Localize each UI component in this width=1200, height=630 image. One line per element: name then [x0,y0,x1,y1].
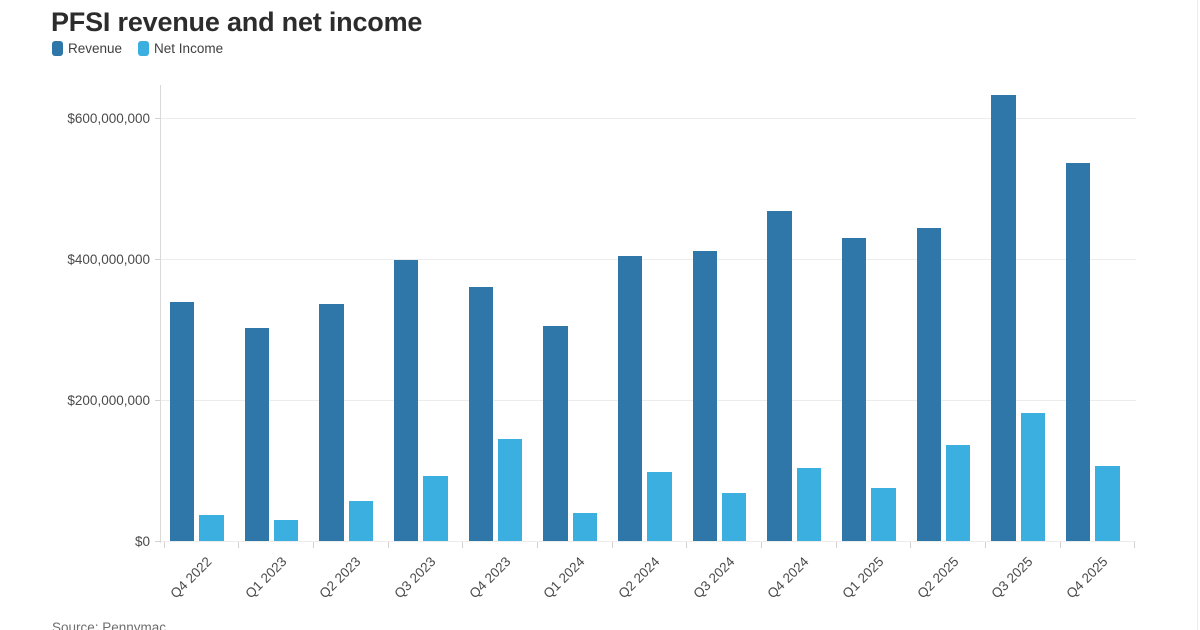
net-income-bar [497,439,523,542]
y-axis-tick [154,400,160,402]
x-axis-label: Q3 2024 [690,554,738,602]
legend: Revenue Net Income [52,41,223,56]
revenue-bar [468,286,493,542]
x-axis-label: Q1 2023 [242,554,290,602]
card-right-border [1197,0,1198,630]
x-axis-tick [238,542,240,548]
x-axis-label: Q2 2025 [914,554,962,602]
net-income-bar [647,472,672,542]
net-income-bar [348,500,373,542]
y-axis-label: $400,000,000 [67,251,150,267]
revenue-bar [842,237,867,542]
x-axis-label: Q3 2025 [988,554,1036,602]
x-axis-tick [611,542,613,548]
source-note: Source: Pennymac [52,620,167,630]
y-axis-label: $600,000,000 [67,110,150,126]
net-income-bar [1095,466,1120,542]
revenue-bar [543,326,568,542]
x-axis-tick [1059,542,1061,548]
net-income-bar [572,513,597,542]
y-axis-label: $0 [134,533,150,549]
net-income-swatch-icon [138,41,150,56]
y-gridline [160,400,1136,402]
net-income-bar [423,476,448,542]
legend-item-revenue: Revenue [52,41,122,56]
revenue-bar [916,228,941,542]
revenue-bar [767,210,792,542]
x-axis-tick [163,542,165,548]
revenue-bar [394,259,419,542]
x-axis-tick [462,542,464,548]
x-axis-label: Q4 2023 [466,554,514,602]
x-axis-tick [835,542,837,548]
y-gridline [160,118,1136,120]
net-income-bar [273,520,299,542]
revenue-bar [692,251,717,542]
y-gridline [160,259,1136,261]
x-axis-label: Q4 2022 [167,554,215,602]
x-axis-tick [686,542,688,548]
legend-item-net-income: Net Income [138,41,223,56]
legend-label-net-income: Net Income [154,41,224,56]
y-axis-tick [154,541,160,542]
x-axis-label: Q1 2025 [839,554,887,602]
revenue-swatch-icon [52,41,63,56]
x-axis-label: Q1 2024 [540,554,588,602]
x-axis-tick [1134,542,1136,548]
legend-label-revenue: Revenue [68,41,123,56]
x-axis-label: Q4 2024 [764,554,812,602]
net-income-bar [871,487,896,542]
x-axis-tick [761,542,763,548]
x-axis-tick [910,542,912,548]
revenue-bar [244,328,269,542]
y-axis-tick [154,118,160,120]
x-axis-tick [985,542,987,548]
x-axis-tick [313,542,315,548]
y-axis-line [160,85,161,543]
x-axis-label: Q2 2023 [316,554,364,602]
revenue-bar [1066,162,1091,542]
revenue-bar [991,95,1016,542]
net-income-bar [796,467,821,542]
revenue-bar [319,304,344,542]
net-income-bar [721,492,747,542]
net-income-bar [946,445,971,542]
revenue-bar [170,302,195,542]
net-income-bar [199,514,224,542]
x-axis-tick [387,542,389,548]
y-gridline [160,541,1136,542]
net-income-bar [1020,413,1045,542]
x-axis-label: Q2 2024 [615,554,663,602]
revenue-bar [618,255,643,542]
y-axis-tick [154,259,160,261]
x-axis-label: Q3 2023 [391,554,439,602]
chart-title: PFSI revenue and net income [51,7,423,38]
x-axis-tick [537,542,539,548]
x-axis-label: Q4 2025 [1063,554,1111,602]
y-axis-label: $200,000,000 [67,392,150,408]
